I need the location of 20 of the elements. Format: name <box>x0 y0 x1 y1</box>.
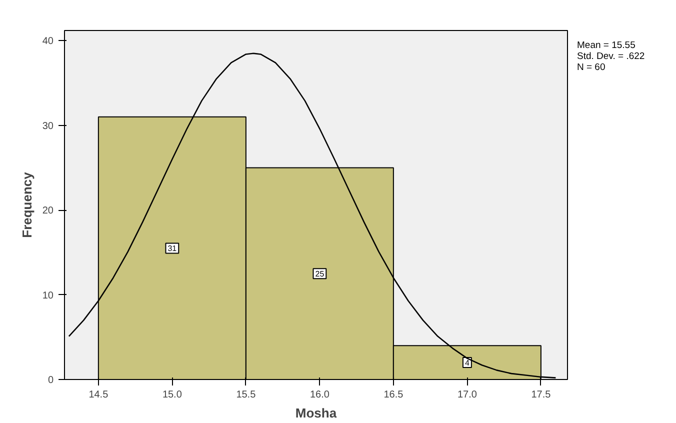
x-axis-title: Mosha <box>295 406 338 420</box>
text: Mean = 15.55 <box>577 40 636 51</box>
data-label: 4 <box>464 358 470 368</box>
x-tick-label: 15.0 <box>162 390 182 400</box>
y-tick-label: 10 <box>42 290 54 302</box>
y-tick-label: 30 <box>42 120 54 132</box>
x-tick-label: 16.5 <box>384 390 404 400</box>
y-axis-title: Frequency <box>19 171 34 238</box>
x-tick-label: 17.5 <box>531 390 552 400</box>
data-label: 31 <box>168 244 178 254</box>
x-tick-label: 17.0 <box>457 390 478 400</box>
y-tick-label: 20 <box>42 206 54 217</box>
data-label: 25 <box>315 270 325 279</box>
x-tick-label: 15.5 <box>236 390 256 400</box>
text: N = 60 <box>577 62 606 73</box>
text: Std. Dev. = .622 <box>577 51 645 62</box>
y-tick-label: 40 <box>42 36 54 48</box>
y-tick-label: 0 <box>48 375 54 386</box>
x-tick-label: 14.5 <box>88 390 109 400</box>
x-tick-label: 16.0 <box>310 390 330 400</box>
